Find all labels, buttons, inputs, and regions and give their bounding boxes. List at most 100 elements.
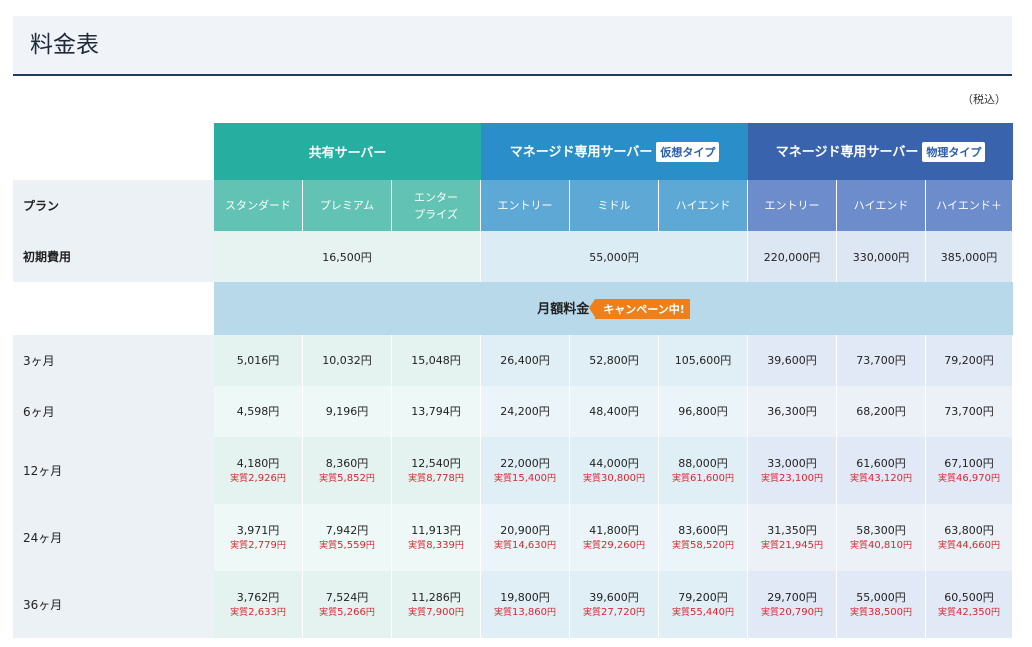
effective-price: 実質5,559円 <box>319 539 375 551</box>
price-value: 73,700円 <box>944 404 994 418</box>
price-value: 31,350円 <box>767 523 817 537</box>
price-cell: 13,794円 <box>392 386 482 437</box>
price-cell: 5,016円 <box>214 335 303 386</box>
effective-price: 実質8,339円 <box>408 539 464 551</box>
effective-price: 実質58,520円 <box>672 539 735 551</box>
price-cell: 79,200円 <box>926 335 1014 386</box>
plan-physical-highend-plus: ハイエンド＋ <box>926 180 1014 231</box>
price-cell: 4,598円 <box>214 386 303 437</box>
price-value: 11,913円 <box>411 523 461 537</box>
group-virtual-label: マネージド専用サーバー <box>509 145 653 160</box>
price-value: 22,000円 <box>500 456 550 470</box>
effective-price: 実質61,600円 <box>672 472 735 484</box>
effective-price: 実質55,440円 <box>672 606 735 618</box>
price-value: 44,000円 <box>589 456 639 470</box>
group-shared-header: 共有サーバー <box>214 123 482 180</box>
price-value: 39,600円 <box>767 353 817 367</box>
price-value: 11,286円 <box>411 590 461 604</box>
price-value: 7,524円 <box>325 590 369 604</box>
effective-price: 実質8,778円 <box>408 472 464 484</box>
effective-price: 実質5,266円 <box>319 606 375 618</box>
price-cell: 29,700円 実質20,790円 <box>748 571 838 638</box>
price-cell: 26,400円 <box>481 335 571 386</box>
price-cell: 68,200円 <box>837 386 927 437</box>
price-cell: 88,000円 実質61,600円 <box>659 437 749 504</box>
price-cell: 10,032円 <box>303 335 392 386</box>
initial-fee-label: 初期費用 <box>13 231 214 282</box>
virtual-type-tag: 仮想タイプ <box>656 142 720 162</box>
price-value: 8,360円 <box>325 456 369 470</box>
price-value: 9,196円 <box>325 404 369 418</box>
price-cell: 33,000円 実質23,100円 <box>748 437 838 504</box>
plan-virtual-highend: ハイエンド <box>659 180 749 231</box>
plan-virtual-entry: エントリー <box>481 180 571 231</box>
effective-price: 実質42,350円 <box>938 606 1001 618</box>
price-value: 88,000円 <box>678 456 728 470</box>
price-cell: 39,600円 実質27,720円 <box>570 571 660 638</box>
price-cell: 20,900円 実質14,630円 <box>481 504 571 571</box>
plan-enterprise-line2: プライズ <box>414 207 458 221</box>
price-cell: 24,200円 <box>481 386 571 437</box>
price-value: 5,016円 <box>236 353 280 367</box>
price-cell: 15,048円 <box>392 335 482 386</box>
price-cell: 48,400円 <box>570 386 660 437</box>
price-cell: 58,300円 実質40,810円 <box>837 504 927 571</box>
price-cell: 31,350円 実質21,945円 <box>748 504 838 571</box>
plan-physical-entry: エントリー <box>748 180 838 231</box>
period-label: 36ヶ月 <box>13 571 214 638</box>
effective-price: 実質46,970円 <box>938 472 1001 484</box>
effective-price: 実質5,852円 <box>319 472 375 484</box>
price-cell: 36,300円 <box>748 386 838 437</box>
price-value: 58,300円 <box>856 523 906 537</box>
price-value: 105,600円 <box>674 353 732 367</box>
plan-premium: プレミアム <box>303 180 392 231</box>
price-cell: 83,600円 実質58,520円 <box>659 504 749 571</box>
price-cell: 44,000円 実質30,800円 <box>570 437 660 504</box>
price-cell: 41,800円 実質29,260円 <box>570 504 660 571</box>
tax-note: （税込） <box>962 93 1006 106</box>
price-cell: 55,000円 実質38,500円 <box>837 571 927 638</box>
campaign-badge: キャンペーン中! <box>589 299 690 319</box>
price-cell: 11,913円 実質8,339円 <box>392 504 482 571</box>
corner-cell <box>13 123 214 180</box>
effective-price: 実質40,810円 <box>850 539 913 551</box>
price-row: 3ヶ月 5,016円 10,032円 15,048円 26,400円 52,800円 105… <box>13 335 1014 386</box>
price-value: 39,600円 <box>589 590 639 604</box>
plan-standard: スタンダード <box>214 180 303 231</box>
price-value: 48,400円 <box>589 404 639 418</box>
price-cell: 4,180円 実質2,926円 <box>214 437 303 504</box>
price-value: 29,700円 <box>767 590 817 604</box>
page-title: 料金表 <box>30 32 99 58</box>
price-cell: 105,600円 <box>659 335 749 386</box>
price-cell: 8,360円 実質5,852円 <box>303 437 392 504</box>
initial-fee-virtual: 55,000円 <box>481 231 749 282</box>
price-cell: 73,700円 <box>926 386 1014 437</box>
plan-row-label: プラン <box>13 180 214 231</box>
effective-price: 実質2,633円 <box>230 606 286 618</box>
price-cell: 63,800円 実質44,660円 <box>926 504 1014 571</box>
initial-fee-physical-highend: 330,000円 <box>837 231 927 282</box>
price-value: 73,700円 <box>856 353 906 367</box>
price-value: 13,794円 <box>411 404 461 418</box>
initial-fee-shared: 16,500円 <box>214 231 482 282</box>
period-label: 12ヶ月 <box>13 437 214 504</box>
effective-price: 実質29,260円 <box>583 539 646 551</box>
price-value: 26,400円 <box>500 353 550 367</box>
monthly-spacer <box>13 282 214 335</box>
price-cell: 9,196円 <box>303 386 392 437</box>
price-row: 24ヶ月 3,971円 実質2,779円 7,942円 実質5,559円 11,913円実… <box>13 504 1014 571</box>
physical-type-tag: 物理タイプ <box>922 142 986 162</box>
price-cell: 67,100円 実質46,970円 <box>926 437 1014 504</box>
effective-price: 実質20,790円 <box>761 606 824 618</box>
price-cell: 7,942円 実質5,559円 <box>303 504 392 571</box>
price-rows: 3ヶ月 5,016円 10,032円 15,048円 26,400円 52,800円 105… <box>13 335 1014 638</box>
price-value: 60,500円 <box>944 590 994 604</box>
price-value: 7,942円 <box>325 523 369 537</box>
pricing-table: 共有サーバー マネージド専用サーバー 仮想タイプ マネージド専用サーバー 物理タイプ… <box>13 123 1014 638</box>
page-title-bar: 料金表 <box>13 16 1012 76</box>
price-cell: 3,971円 実質2,779円 <box>214 504 303 571</box>
price-value: 79,200円 <box>944 353 994 367</box>
effective-price: 実質2,926円 <box>230 472 286 484</box>
price-value: 10,032円 <box>322 353 372 367</box>
price-value: 20,900円 <box>500 523 550 537</box>
